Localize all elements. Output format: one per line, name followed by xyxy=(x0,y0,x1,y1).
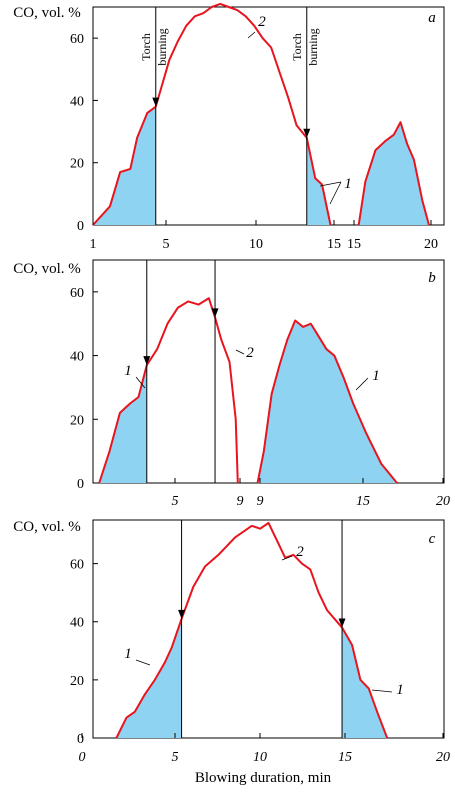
curve-label: 1 xyxy=(372,368,380,384)
y-axis-label: CO, vol. % xyxy=(13,5,81,21)
x-tick-label: 15 xyxy=(356,494,370,509)
curve-label: 1 xyxy=(396,682,404,698)
leader-line xyxy=(371,689,393,693)
x-tick-label: 5 xyxy=(172,494,179,509)
curve-label: 1 xyxy=(124,646,132,662)
y-tick-label: 20 xyxy=(70,674,84,689)
arrow-head xyxy=(152,97,160,107)
area-fill xyxy=(257,320,397,483)
y-tick-label: 0 xyxy=(77,219,84,234)
y-tick-label: 40 xyxy=(70,94,84,109)
series-line xyxy=(92,2,332,226)
x-tick-label: 15 xyxy=(327,237,341,252)
y-tick-label: 40 xyxy=(70,350,84,365)
leader-line xyxy=(135,376,146,389)
y-tick-label: 40 xyxy=(70,616,84,631)
series-line xyxy=(98,297,239,484)
arrow-head xyxy=(211,308,219,318)
y-tick-label: 60 xyxy=(70,286,84,301)
y-tick-label: 20 xyxy=(70,157,84,172)
x-tick-label: 15 xyxy=(347,237,361,252)
panel-letter: b xyxy=(428,270,436,286)
series-line xyxy=(115,521,389,739)
y-tick-label: 20 xyxy=(70,413,84,428)
panel-letter: c xyxy=(429,531,436,547)
area-fill xyxy=(116,618,182,738)
leader-line xyxy=(235,349,245,355)
x-tick-label: 15 xyxy=(338,750,352,765)
leader-line xyxy=(355,377,369,391)
curve-label: 2 xyxy=(296,544,304,560)
x-tick-label: 1 xyxy=(90,237,97,252)
area-fill xyxy=(99,365,147,483)
y-tick-label: 0 xyxy=(77,477,84,492)
leader-line xyxy=(247,31,256,39)
arrow-label: Torch xyxy=(290,33,304,61)
series-line xyxy=(256,319,398,484)
leader-line xyxy=(319,181,342,187)
arrow-label: burning xyxy=(155,28,169,65)
series-line xyxy=(357,121,430,226)
curve-label: 2 xyxy=(246,345,254,361)
plot-frame xyxy=(92,519,445,739)
x-tick-label: 10 xyxy=(249,237,263,252)
x-tick-label: 10 xyxy=(253,750,267,765)
x-tick-label: 5 xyxy=(163,237,170,252)
y-axis-label: CO, vol. % xyxy=(13,261,81,277)
area-fill xyxy=(358,122,429,225)
arrow-head xyxy=(143,356,151,366)
arrow-head xyxy=(303,128,311,138)
arrow-label: Torch xyxy=(139,33,153,61)
leader-line xyxy=(281,555,293,561)
arrow-head xyxy=(178,609,186,619)
x-axis-label: Blowing duration, min xyxy=(195,770,332,786)
x-tick-label: 9 xyxy=(257,494,264,509)
leader-line xyxy=(135,659,151,666)
y-tick-label: 0 xyxy=(77,732,84,747)
x-tick-label: 0 xyxy=(79,750,86,765)
x-tick-label: 20 xyxy=(436,494,450,509)
curve-label: 1 xyxy=(344,176,352,192)
plot-frame xyxy=(92,6,445,226)
area-fill xyxy=(93,106,156,225)
y-tick-label: 60 xyxy=(70,558,84,573)
leader-line xyxy=(329,181,342,205)
curve-label: 2 xyxy=(258,14,266,30)
arrow-head xyxy=(338,618,346,628)
chart-panel-c: 0 20 40 60 CO, vol. % c 0 5 10 15 20 1 2 1 xyxy=(13,519,450,765)
x-tick-label: 20 xyxy=(424,237,438,252)
arrow-label: burning xyxy=(306,28,320,65)
panel-letter: a xyxy=(428,10,436,26)
y-axis-label: CO, vol. % xyxy=(13,519,81,535)
x-tick-label: 5 xyxy=(172,750,179,765)
x-tick-label: 20 xyxy=(436,750,450,765)
y-tick-label: 60 xyxy=(70,32,84,47)
chart-panel-b: 0 20 40 60 CO, vol. % b 5 9 9 15 20 1 2 1 xyxy=(13,259,450,509)
curve-label: 1 xyxy=(124,363,132,379)
x-tick-label: 9 xyxy=(237,494,244,509)
